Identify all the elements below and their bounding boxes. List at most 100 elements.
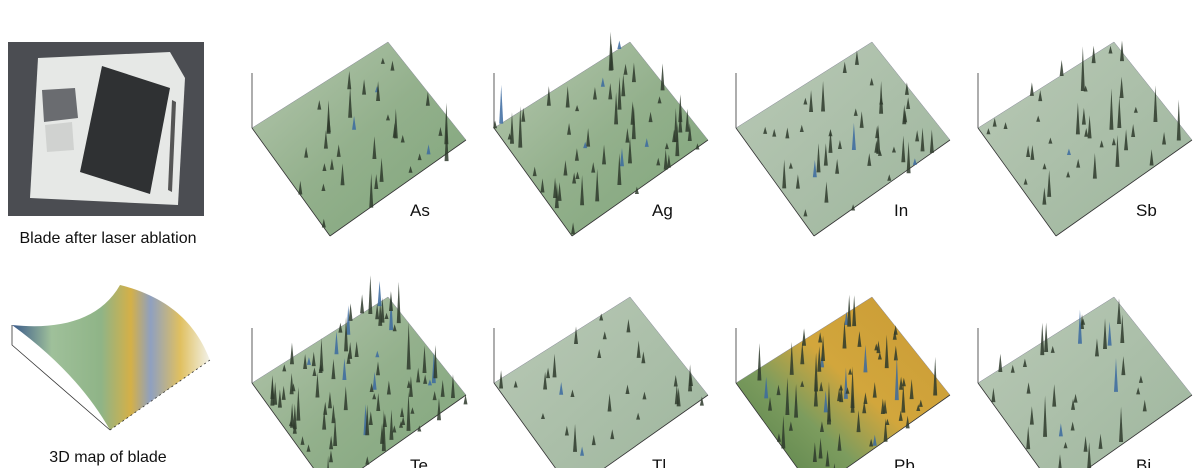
element-label: Bi xyxy=(1136,456,1151,468)
peak xyxy=(1047,170,1052,197)
peak xyxy=(901,135,906,163)
peak xyxy=(322,163,327,171)
peak xyxy=(847,294,852,327)
peak xyxy=(417,425,422,432)
peak xyxy=(379,157,384,182)
peak xyxy=(1003,122,1008,129)
peak xyxy=(1119,406,1124,442)
peak xyxy=(857,331,862,347)
peak xyxy=(575,171,580,179)
peak xyxy=(1153,85,1158,122)
axis-line xyxy=(596,394,709,473)
peak xyxy=(610,429,615,440)
peak xyxy=(819,421,824,433)
axis-line xyxy=(1055,139,1193,237)
peak xyxy=(850,366,855,409)
peak xyxy=(863,392,868,405)
peak xyxy=(592,86,597,100)
peak xyxy=(874,140,879,153)
peak xyxy=(499,84,504,124)
peak xyxy=(546,367,551,379)
peak xyxy=(1030,144,1035,160)
peak xyxy=(376,392,381,411)
peak xyxy=(856,410,861,433)
element-map: Sb xyxy=(977,40,1193,237)
peak xyxy=(625,384,630,394)
peak xyxy=(809,90,814,112)
peak xyxy=(289,342,294,365)
peak xyxy=(417,153,422,161)
peak xyxy=(1010,364,1015,373)
peak xyxy=(901,382,906,413)
peak xyxy=(360,294,365,314)
peak xyxy=(559,381,564,395)
peak xyxy=(1042,187,1047,205)
peak xyxy=(406,322,411,370)
axis-line xyxy=(838,394,951,473)
peak xyxy=(906,141,911,174)
peak xyxy=(631,62,636,83)
peak xyxy=(607,393,612,412)
peak xyxy=(1026,145,1031,157)
peak xyxy=(685,108,690,132)
peak xyxy=(1038,90,1043,102)
axis-line xyxy=(977,127,1057,237)
blade-map-caption: 3D map of blade xyxy=(49,449,167,466)
peak xyxy=(1094,338,1099,357)
peak xyxy=(630,101,635,125)
peak xyxy=(354,341,359,357)
peak xyxy=(986,128,991,135)
peak xyxy=(929,129,934,153)
peak xyxy=(912,158,917,165)
peak xyxy=(376,81,381,101)
peak xyxy=(642,391,647,400)
peak xyxy=(898,410,903,421)
peak xyxy=(372,393,377,400)
peak xyxy=(331,358,336,380)
axis-line xyxy=(251,382,318,473)
peak xyxy=(583,141,588,149)
peak xyxy=(375,350,380,358)
peak xyxy=(390,60,395,71)
peak xyxy=(621,73,626,97)
peak xyxy=(850,393,855,413)
element-map: As xyxy=(251,41,467,237)
peak xyxy=(776,384,781,396)
peak xyxy=(695,143,700,150)
peak xyxy=(340,163,345,186)
peak xyxy=(664,142,669,150)
peak xyxy=(1058,423,1063,437)
peak xyxy=(1103,318,1108,350)
peak xyxy=(540,413,545,420)
peak xyxy=(509,112,514,144)
peak xyxy=(838,384,843,391)
axis-line xyxy=(735,127,815,237)
peak xyxy=(799,124,804,133)
peak xyxy=(1071,398,1076,410)
peak xyxy=(837,432,842,451)
peak xyxy=(422,345,427,374)
peak xyxy=(1057,454,1062,472)
peak xyxy=(678,94,683,123)
peak xyxy=(1116,298,1121,324)
peak xyxy=(1066,148,1071,155)
peak xyxy=(837,140,842,150)
peak xyxy=(1077,309,1082,344)
peak xyxy=(862,400,867,414)
peak xyxy=(764,376,769,399)
peak xyxy=(884,334,889,369)
element-map: Pb xyxy=(735,294,951,473)
peak xyxy=(844,311,849,325)
peak xyxy=(901,377,906,387)
peak xyxy=(380,423,385,444)
peak xyxy=(543,371,548,390)
peak xyxy=(789,341,794,375)
peak xyxy=(396,281,401,324)
peak xyxy=(306,444,311,452)
peak xyxy=(1023,178,1028,185)
peak xyxy=(609,43,614,71)
element-label: In xyxy=(894,201,908,220)
peak xyxy=(648,111,653,123)
peak xyxy=(311,351,316,367)
